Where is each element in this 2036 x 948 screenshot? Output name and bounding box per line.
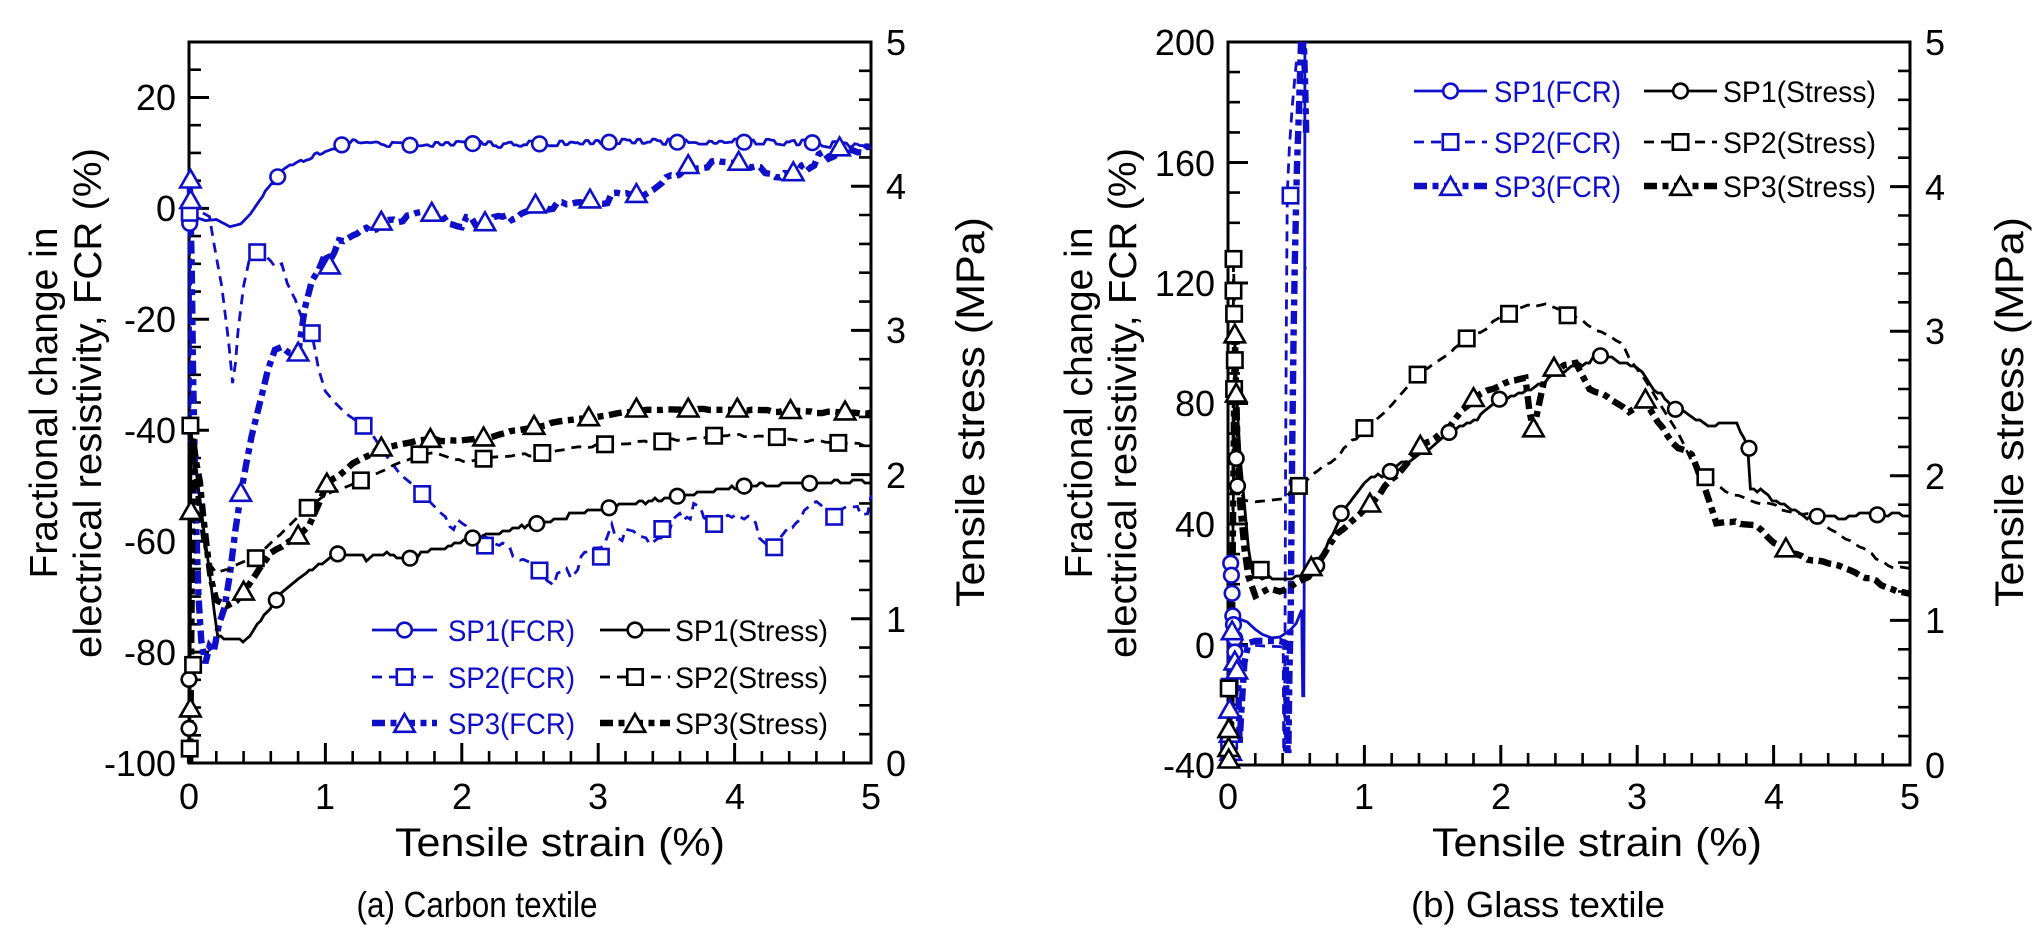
svg-text:electrical resistivity, FCR (%: electrical resistivity, FCR (%) (1102, 148, 1145, 658)
svg-text:4: 4 (1764, 776, 1784, 817)
svg-text:Fractional change in: Fractional change in (1058, 228, 1101, 579)
svg-text:(a) Carbon textile: (a) Carbon textile (357, 884, 598, 925)
svg-text:1: 1 (1925, 600, 1945, 641)
svg-text:SP1(FCR): SP1(FCR) (1494, 76, 1621, 109)
svg-text:4: 4 (725, 776, 745, 817)
svg-text:1: 1 (886, 599, 906, 640)
svg-text:Fractional change in: Fractional change in (23, 228, 66, 579)
svg-text:electrical resistivity, FCR (%: electrical resistivity, FCR (%) (67, 148, 110, 658)
svg-text:Tensile stress (MPa): Tensile stress (MPa) (949, 217, 993, 607)
svg-text:3: 3 (1925, 311, 1945, 352)
svg-text:0: 0 (1218, 776, 1238, 817)
svg-text:4: 4 (1925, 167, 1945, 208)
svg-text:0: 0 (179, 776, 199, 817)
svg-text:SP2(Stress): SP2(Stress) (675, 662, 828, 695)
svg-text:SP2(FCR): SP2(FCR) (1494, 127, 1621, 160)
svg-text:160: 160 (1155, 143, 1215, 184)
svg-text:5: 5 (1925, 22, 1945, 63)
svg-text:Tensile stress (MPa): Tensile stress (MPa) (1988, 217, 2032, 607)
svg-text:-40: -40 (124, 410, 176, 451)
svg-text:Tensile strain (%): Tensile strain (%) (395, 821, 725, 865)
svg-text:0: 0 (1925, 745, 1945, 786)
svg-text:0: 0 (886, 743, 906, 784)
svg-text:2: 2 (1925, 456, 1945, 497)
svg-text:SP1(Stress): SP1(Stress) (675, 615, 828, 648)
svg-text:1: 1 (1354, 776, 1374, 817)
svg-text:-40: -40 (1163, 745, 1215, 786)
svg-text:SP3(FCR): SP3(FCR) (1494, 171, 1621, 204)
svg-text:3: 3 (588, 776, 608, 817)
svg-text:SP1(FCR): SP1(FCR) (448, 615, 575, 648)
svg-text:SP2(FCR): SP2(FCR) (448, 662, 575, 695)
svg-text:0: 0 (1195, 625, 1215, 666)
svg-text:SP3(Stress): SP3(Stress) (1723, 171, 1876, 204)
svg-text:3: 3 (1627, 776, 1647, 817)
svg-text:SP3(FCR): SP3(FCR) (448, 708, 575, 741)
svg-text:40: 40 (1175, 504, 1215, 545)
svg-text:2: 2 (886, 455, 906, 496)
svg-text:4: 4 (886, 166, 906, 207)
svg-text:200: 200 (1155, 22, 1215, 63)
svg-text:Tensile strain (%): Tensile strain (%) (1432, 821, 1762, 865)
svg-text:2: 2 (452, 776, 472, 817)
svg-text:3: 3 (886, 310, 906, 351)
svg-text:20: 20 (136, 77, 176, 118)
svg-text:-100: -100 (104, 743, 176, 784)
svg-text:5: 5 (886, 22, 906, 63)
svg-text:0: 0 (156, 188, 176, 229)
svg-text:1: 1 (315, 776, 335, 817)
svg-text:-20: -20 (124, 299, 176, 340)
svg-text:SP3(Stress): SP3(Stress) (675, 708, 828, 741)
svg-text:80: 80 (1175, 383, 1215, 424)
svg-text:(b) Glass textile: (b) Glass textile (1411, 884, 1665, 925)
svg-text:5: 5 (861, 776, 881, 817)
svg-text:SP1(Stress): SP1(Stress) (1723, 76, 1876, 109)
svg-text:SP2(Stress): SP2(Stress) (1723, 127, 1876, 160)
svg-text:5: 5 (1900, 776, 1920, 817)
svg-text:-60: -60 (124, 521, 176, 562)
svg-text:2: 2 (1491, 776, 1511, 817)
svg-text:120: 120 (1155, 263, 1215, 304)
svg-text:-80: -80 (124, 632, 176, 673)
